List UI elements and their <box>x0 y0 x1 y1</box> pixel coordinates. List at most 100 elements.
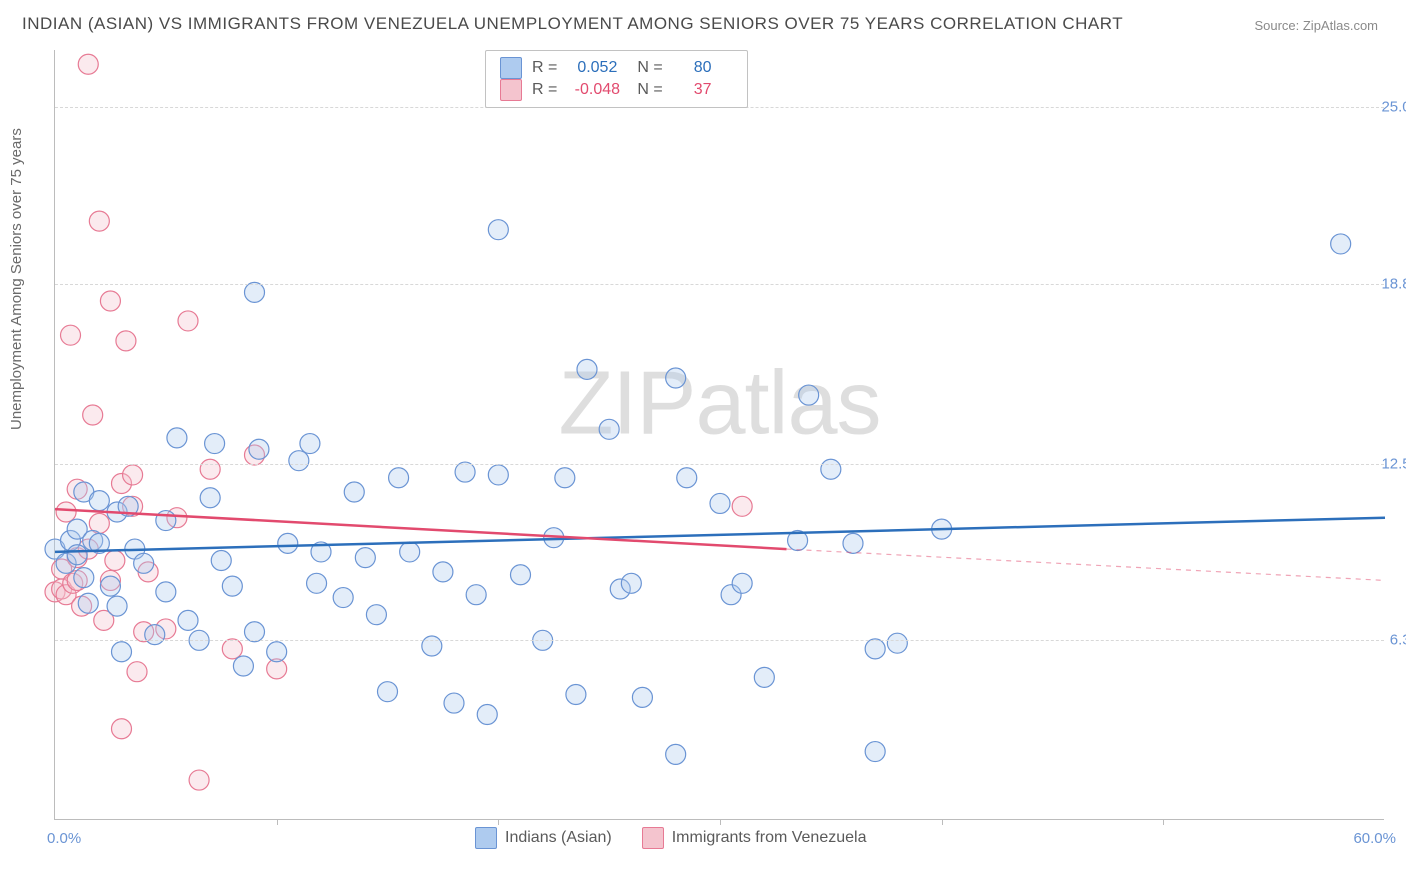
data-point <box>799 385 819 405</box>
data-point <box>100 576 120 596</box>
data-point <box>422 636 442 656</box>
scatter-chart: ZIPatlas R =0.052N =80R =-0.048N =37 Ind… <box>54 50 1384 820</box>
data-point <box>116 331 136 351</box>
source-attribution: Source: ZipAtlas.com <box>1254 18 1378 33</box>
series-legend: Indians (Asian) Immigrants from Venezuela <box>475 827 866 849</box>
data-point <box>1331 234 1351 254</box>
data-point <box>366 605 386 625</box>
data-point <box>189 770 209 790</box>
legend-label: Immigrants from Venezuela <box>672 829 867 847</box>
data-point <box>100 291 120 311</box>
x-axis-tick <box>720 819 721 825</box>
data-point <box>865 742 885 762</box>
data-point <box>632 687 652 707</box>
data-point <box>710 493 730 513</box>
gridline <box>55 640 1384 641</box>
data-point <box>400 542 420 562</box>
data-point <box>278 533 298 553</box>
data-point <box>222 639 242 659</box>
data-point <box>577 359 597 379</box>
data-point <box>74 568 94 588</box>
legend-row: R = -0.048 N = 37 <box>500 79 733 101</box>
data-point <box>444 693 464 713</box>
data-point <box>887 633 907 653</box>
legend-n-value: 80 <box>673 59 733 77</box>
legend-item: Indians (Asian) <box>475 827 612 849</box>
data-point <box>599 419 619 439</box>
data-point <box>105 550 125 570</box>
data-point <box>433 562 453 582</box>
data-point <box>156 511 176 531</box>
data-point <box>466 585 486 605</box>
legend-swatch <box>475 827 497 849</box>
legend-r-value: -0.048 <box>567 81 627 99</box>
data-point <box>666 744 686 764</box>
data-point <box>621 573 641 593</box>
data-point <box>89 211 109 231</box>
data-point <box>200 488 220 508</box>
data-point <box>732 573 752 593</box>
data-point <box>112 642 132 662</box>
data-point <box>134 553 154 573</box>
data-point <box>245 622 265 642</box>
data-point <box>178 610 198 630</box>
legend-n-label: N = <box>637 81 662 99</box>
data-point <box>289 451 309 471</box>
y-axis-tick-label: 12.5% <box>1364 455 1406 472</box>
data-point <box>205 434 225 454</box>
legend-swatch <box>500 79 522 101</box>
data-point <box>355 548 375 568</box>
data-point <box>555 468 575 488</box>
data-point <box>233 656 253 676</box>
data-point <box>245 282 265 302</box>
data-point <box>112 719 132 739</box>
gridline <box>55 284 1384 285</box>
legend-item: Immigrants from Venezuela <box>642 827 867 849</box>
y-axis-label: Unemployment Among Seniors over 75 years <box>8 128 25 430</box>
data-point <box>865 639 885 659</box>
data-point <box>107 596 127 616</box>
correlation-legend: R = 0.052 N = 80 R = -0.048 N = 37 <box>485 50 748 108</box>
chart-title: INDIAN (ASIAN) VS IMMIGRANTS FROM VENEZU… <box>22 14 1123 34</box>
data-point <box>488 220 508 240</box>
data-point <box>167 428 187 448</box>
data-point <box>378 682 398 702</box>
regression-line <box>55 518 1385 552</box>
data-point <box>249 439 269 459</box>
data-point <box>156 582 176 602</box>
x-axis-tick <box>277 819 278 825</box>
data-point <box>732 496 752 516</box>
data-point <box>123 465 143 485</box>
data-point <box>78 593 98 613</box>
x-axis-min-label: 0.0% <box>47 830 81 847</box>
x-axis-max-label: 60.0% <box>1353 830 1396 847</box>
legend-r-label: R = <box>532 81 557 99</box>
data-point <box>267 642 287 662</box>
legend-swatch <box>642 827 664 849</box>
legend-swatch <box>500 57 522 79</box>
data-point <box>145 625 165 645</box>
legend-label: Indians (Asian) <box>505 829 612 847</box>
x-axis-tick <box>942 819 943 825</box>
data-point <box>200 459 220 479</box>
data-point <box>83 405 103 425</box>
data-point <box>677 468 697 488</box>
data-point <box>666 368 686 388</box>
data-point <box>344 482 364 502</box>
legend-n-label: N = <box>637 59 662 77</box>
data-point <box>566 685 586 705</box>
regression-line-extrapolated <box>787 549 1386 580</box>
gridline <box>55 464 1384 465</box>
y-axis-tick-label: 6.3% <box>1364 632 1406 649</box>
legend-r-value: 0.052 <box>567 59 627 77</box>
data-point <box>754 667 774 687</box>
legend-n-value: 37 <box>673 81 733 99</box>
data-point <box>89 491 109 511</box>
plot-canvas <box>55 50 1384 819</box>
data-point <box>61 325 81 345</box>
data-point <box>455 462 475 482</box>
data-point <box>821 459 841 479</box>
data-point <box>477 704 497 724</box>
data-point <box>389 468 409 488</box>
y-axis-tick-label: 25.0% <box>1364 99 1406 116</box>
